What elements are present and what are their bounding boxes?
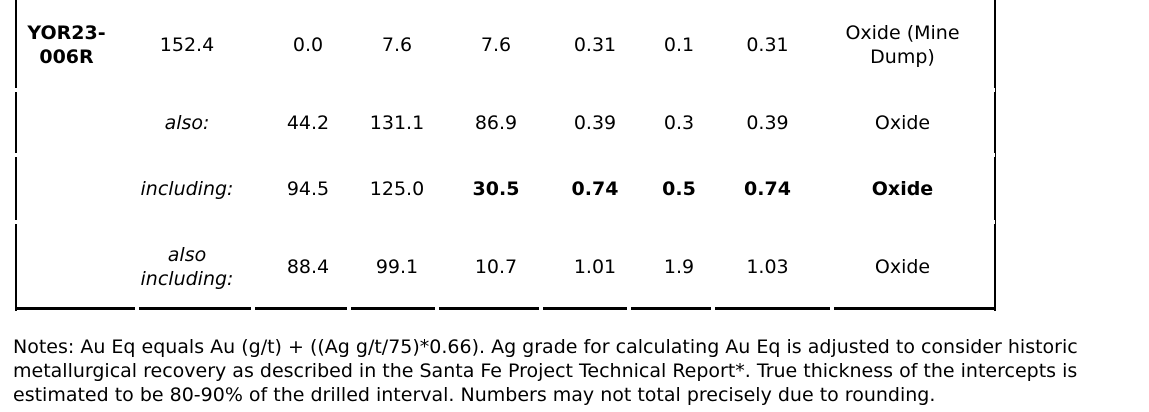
table-bottom-rule xyxy=(139,307,251,310)
au-cell: 0.39 xyxy=(573,111,617,134)
type-cell: Oxide xyxy=(811,155,996,223)
length-cell: 30.5 xyxy=(472,178,520,200)
type-cell: Oxide (Mine Dump) xyxy=(811,0,996,90)
interval-label-cell: also: xyxy=(164,111,210,134)
table-bottom-rule xyxy=(439,307,539,310)
au-eq-cell: 1.03 xyxy=(746,256,789,278)
hole-id-cell: YOR23- 006R xyxy=(15,0,116,90)
border-gap xyxy=(991,88,995,92)
length-cell: 86.9 xyxy=(474,111,518,134)
table-row: also including: 88.4 99.1 10.7 1.01 1.9 … xyxy=(15,223,996,311)
length-cell: 10.7 xyxy=(474,256,518,278)
ag-cell: 0.3 xyxy=(663,111,695,134)
to-cell: 7.6 xyxy=(381,34,413,56)
table-notes: Notes: Au Eq equals Au (g/t) + ((Ag g/t/… xyxy=(13,336,1078,406)
ag-cell: 1.9 xyxy=(663,256,695,278)
hole-id-cell xyxy=(15,223,116,311)
table-bottom-rule xyxy=(351,307,435,310)
au-cell: 1.01 xyxy=(573,256,617,278)
drill-results-table: YOR23- 006R 152.4 0.0 7.6 7.6 0.31 0.1 0… xyxy=(15,0,996,311)
from-cell: 44.2 xyxy=(286,111,330,134)
table-bottom-rule xyxy=(543,307,627,310)
ag-cell: 0.5 xyxy=(662,178,696,200)
au-cell: 0.74 xyxy=(571,178,619,200)
from-cell: 0.0 xyxy=(292,34,324,56)
from-cell: 94.5 xyxy=(286,178,330,200)
type-cell: Oxide xyxy=(811,90,996,155)
border-gap xyxy=(14,88,18,92)
table-bottom-rule xyxy=(834,307,994,310)
au-cell: 0.31 xyxy=(573,34,617,56)
interval-label-cell: including: xyxy=(140,178,234,200)
table-bottom-rule xyxy=(15,307,135,310)
border-gap xyxy=(991,153,995,157)
table-row: also: 44.2 131.1 86.9 0.39 0.3 0.39 Oxid… xyxy=(15,90,996,155)
ag-cell: 0.1 xyxy=(663,34,695,56)
au-eq-cell: 0.31 xyxy=(746,34,789,56)
to-cell: 131.1 xyxy=(369,111,425,134)
from-cell: 88.4 xyxy=(286,256,330,278)
border-gap xyxy=(991,220,995,224)
length-cell: 7.6 xyxy=(480,34,512,56)
table-row: including: 94.5 125.0 30.5 0.74 0.5 0.74… xyxy=(15,155,996,223)
au-eq-cell: 0.74 xyxy=(744,178,791,200)
table-bottom-rule xyxy=(631,307,711,310)
table-bottom-rule xyxy=(255,307,347,310)
to-cell: 99.1 xyxy=(375,256,419,278)
table-bottom-rule xyxy=(715,307,830,310)
au-eq-cell: 0.39 xyxy=(746,111,789,134)
hole-id-cell xyxy=(15,90,116,155)
border-gap xyxy=(14,153,18,157)
hole-id-cell xyxy=(15,155,116,223)
interval-label-cell: also including: xyxy=(140,244,234,290)
depth-cell: 152.4 xyxy=(159,34,215,56)
border-gap xyxy=(14,220,18,224)
type-cell: Oxide xyxy=(811,223,996,311)
table-row: YOR23- 006R 152.4 0.0 7.6 7.6 0.31 0.1 0… xyxy=(15,0,996,90)
to-cell: 125.0 xyxy=(369,178,425,200)
